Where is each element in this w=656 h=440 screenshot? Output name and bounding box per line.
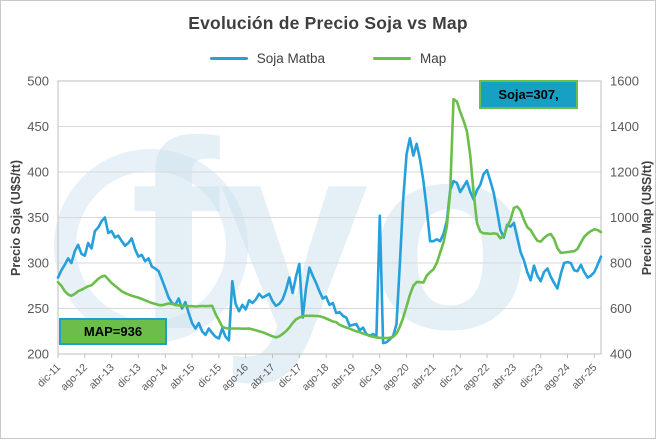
map-annotation: MAP=936 [59,318,167,345]
x-tick-label: abr-25 [569,362,599,392]
y-tick-label-right: 1000 [610,210,639,225]
legend-label-map: Map [420,51,447,66]
y-tick-label-right: 1200 [610,165,639,180]
y-tick-label-right: 800 [610,256,632,271]
y-tick-label-left: 250 [27,301,49,316]
y-tick-label-right: 1400 [610,119,639,134]
soja-series-line [56,137,603,345]
map-series-line [56,97,603,340]
y-tick-label-left: 300 [27,256,49,271]
y-tick-label-right: 1600 [610,74,639,89]
y-tick-label-right: 400 [610,347,632,362]
y-tick-label-right: 600 [610,301,632,316]
x-tick-label: abr-13 [87,362,117,392]
y-tick-label-left: 500 [27,74,49,89]
plot-border [57,80,602,355]
left-axis-title: Precio Soja (U$S/tt) [9,160,23,276]
y-tick-label-left: 200 [27,347,49,362]
y-tick-label-left: 450 [27,119,49,134]
map-swatch [373,56,412,61]
watermark-text: fyo [130,85,532,387]
soja-swatch [209,56,248,61]
legend-item-map: Map [373,51,446,66]
legend: Soja Matba Map [1,51,655,66]
y-tick-label-left: 350 [27,210,49,225]
right-axis-title: Precio Map (U$S/tt) [640,160,654,276]
x-tick-label: ago-12 [58,362,90,394]
legend-label-soja: Soja Matba [256,51,326,66]
soja-annotation: Soja=307, [479,80,578,109]
legend-item-soja: Soja Matba [209,51,326,66]
chart-title: Evolución de Precio Soja vs Map [188,13,468,33]
x-tick-label: ago-24 [541,362,573,394]
y-tick-label-left: 400 [27,165,49,180]
